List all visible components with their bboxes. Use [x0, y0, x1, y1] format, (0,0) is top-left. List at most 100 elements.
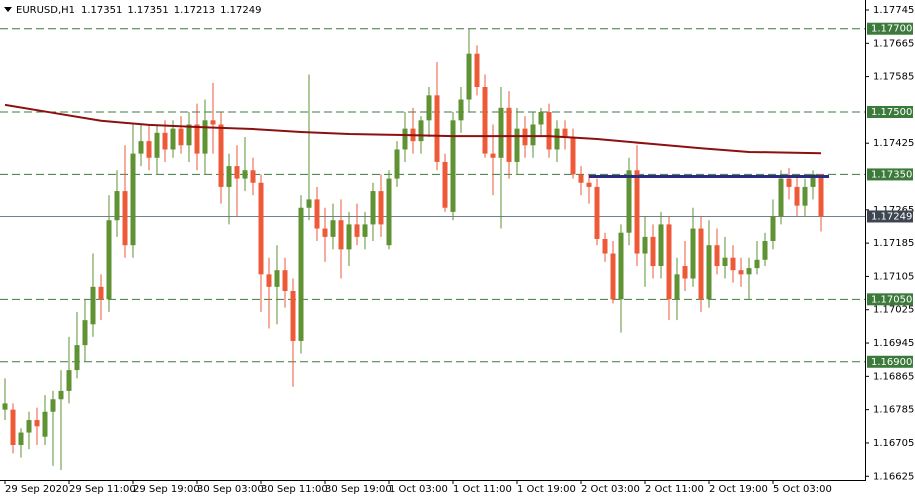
candle-body: [562, 128, 568, 137]
candle-body: [458, 99, 464, 121]
candle-body: [394, 149, 400, 179]
y-tick-label: 1.17105: [873, 271, 914, 282]
x-tick-label: 1 Oct 03:00: [389, 484, 448, 495]
candle-body: [730, 257, 736, 271]
plot-area: [0, 28, 865, 471]
candle-body: [74, 345, 80, 371]
candle-body: [546, 111, 552, 150]
level-label-box: [867, 355, 913, 368]
y-tick-label: 1.16705: [873, 438, 914, 449]
y-tick-label: 1.17745: [873, 5, 914, 16]
candle-body: [82, 320, 88, 346]
candle-body: [210, 120, 216, 125]
candle-body: [346, 224, 352, 250]
candle-body: [162, 132, 168, 150]
candle-body: [610, 253, 616, 300]
y-tick-label: 1.17025: [873, 305, 914, 316]
candle-body: [450, 120, 456, 212]
candle-body: [626, 170, 632, 233]
level-label-box: [867, 293, 913, 306]
candle-body: [258, 182, 264, 275]
x-tick-label: 30 Sep 11:00: [261, 484, 328, 495]
candle-body: [586, 182, 592, 187]
candle-body: [786, 178, 792, 187]
candle-body: [274, 270, 280, 287]
candle-body: [770, 216, 776, 242]
candle-body: [42, 411, 48, 437]
candle-body: [218, 124, 224, 187]
candle-body: [330, 220, 336, 237]
candle-body: [746, 268, 752, 275]
candle-body: [666, 224, 672, 300]
candle-body: [506, 107, 512, 162]
candle-body: [98, 286, 104, 300]
candle-body: [194, 124, 200, 154]
x-tick-label: 2 Oct 03:00: [581, 484, 640, 495]
candle-body: [810, 174, 816, 187]
candle-body: [794, 186, 800, 206]
candle-body: [594, 186, 600, 239]
y-tick-label: 1.17425: [873, 138, 914, 149]
y-tick-label: 1.17265: [873, 205, 914, 216]
candle-body: [722, 257, 728, 267]
level-label: 1.17350: [871, 169, 912, 180]
candle-body: [50, 399, 56, 412]
candle-body: [650, 236, 656, 267]
candle-body: [298, 207, 304, 341]
candle-body: [234, 166, 240, 179]
level-label: 1.16900: [871, 357, 912, 368]
candle-body: [362, 224, 368, 237]
candle-body: [106, 220, 112, 300]
x-tick-label: 5 Oct 03:00: [773, 484, 832, 495]
candle-body: [570, 136, 576, 175]
candle-body: [242, 170, 248, 179]
candle-body: [706, 245, 712, 300]
y-tick-label: 1.16785: [873, 405, 914, 416]
level-label-box: [867, 105, 913, 118]
candle-body: [90, 286, 96, 325]
x-tick-label: 29 Sep 19:00: [133, 484, 200, 495]
candle-body: [426, 95, 432, 121]
chart-header: EURUSD,H1 1.17351 1.17351 1.17213 1.17249: [16, 5, 261, 16]
candle-body: [122, 191, 128, 246]
candle-body: [530, 124, 536, 146]
candle-body: [338, 220, 344, 250]
candle-body: [114, 191, 120, 221]
candle-body: [778, 178, 784, 217]
candle-body: [674, 274, 680, 300]
candle-body: [634, 170, 640, 254]
x-tick-label: 2 Oct 19:00: [709, 484, 768, 495]
candle-body: [690, 228, 696, 279]
current-price-label: 1.17249: [871, 211, 912, 222]
candle-body: [154, 132, 160, 158]
candle-body: [658, 224, 664, 267]
x-tick-label: 30 Sep 03:00: [197, 484, 264, 495]
candle-body: [490, 153, 496, 158]
y-tick-label: 1.16865: [873, 371, 914, 382]
candle-body: [370, 191, 376, 225]
candle-body: [482, 87, 488, 154]
y-tick-label: 1.17185: [873, 238, 914, 249]
x-tick-label: 29 Sep 11:00: [69, 484, 136, 495]
level-label: 1.17050: [871, 294, 912, 305]
candle-body: [402, 128, 408, 150]
candle-body: [578, 174, 584, 183]
candle-body: [2, 403, 8, 410]
level-label: 1.17700: [871, 24, 912, 35]
candle-body: [554, 128, 560, 150]
candle-body: [186, 124, 192, 146]
candle-body: [762, 241, 768, 260]
moving-average: [4, 103, 822, 155]
candle-body: [474, 53, 480, 88]
candle-body: [314, 199, 320, 229]
candle-body: [306, 199, 312, 208]
candle-body: [354, 224, 360, 237]
menu-triangle[interactable]: [4, 7, 12, 12]
candle-body: [386, 178, 392, 246]
candle-body: [66, 370, 72, 391]
y-tick-label: 1.17665: [873, 38, 914, 49]
candle-body: [322, 228, 328, 237]
x-tick-label: 2 Oct 11:00: [645, 484, 704, 495]
y-tick-label: 1.16945: [873, 338, 914, 349]
